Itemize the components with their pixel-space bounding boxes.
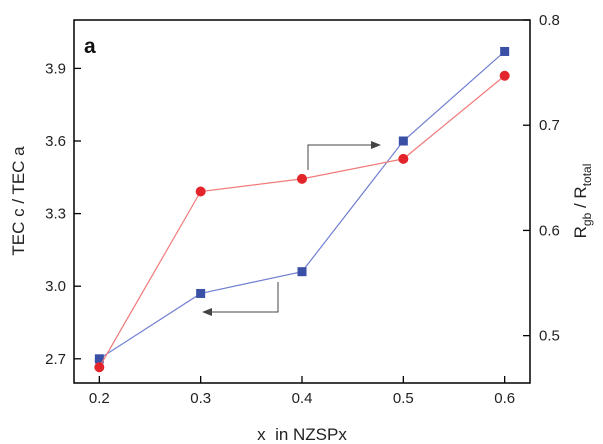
right-tick-label: 0.5	[539, 328, 560, 345]
x-tick-label: 0.3	[190, 390, 211, 407]
x-tick-label: 0.4	[292, 390, 313, 407]
x-tick-label: 0.6	[494, 390, 515, 407]
left-tick-label: 2.7	[45, 351, 66, 368]
series-layer	[94, 46, 510, 373]
circle-marker	[398, 153, 409, 164]
right-tick-label: 0.6	[539, 222, 560, 239]
circle-marker	[94, 362, 105, 373]
left-axis-title: TEC c / TEC a	[9, 146, 28, 256]
square-marker	[94, 354, 104, 364]
right-axis-pointer-arrow	[307, 141, 381, 170]
circle-marker	[195, 186, 206, 197]
left-tick-label: 3.0	[45, 278, 66, 295]
left-axis-pointer-arrow	[202, 282, 279, 316]
right-tick-label: 0.7	[539, 117, 560, 134]
right-axis-title: Rgb / Rtotal	[571, 164, 594, 239]
square-marker	[196, 288, 206, 298]
right-tick-label: 0.8	[539, 12, 560, 29]
x-axis-title: x in NZSPx	[257, 425, 347, 444]
square-marker	[297, 267, 307, 277]
left-axis-ticks: 2.7 3.0 3.3 3.6 3.9	[45, 60, 81, 368]
left-tick-label: 3.9	[45, 60, 66, 77]
plot-frame	[73, 19, 531, 384]
square-marker	[500, 46, 510, 56]
circle-marker	[499, 70, 510, 81]
x-tick-label: 0.2	[89, 390, 110, 407]
x-tick-label: 0.5	[393, 390, 414, 407]
left-tick-label: 3.6	[45, 133, 66, 150]
series-line-rgb-ratio	[98, 75, 506, 368]
circle-marker	[297, 173, 307, 184]
x-axis-ticks: 0.2 0.3 0.4 0.5 0.6	[89, 376, 515, 407]
right-axis-ticks: 0.5 0.6 0.7 0.8	[523, 12, 560, 345]
left-tick-label: 3.3	[45, 206, 66, 223]
square-marker	[398, 136, 408, 146]
panel-label: a	[84, 35, 96, 58]
series-line-tec-ratio	[99, 51, 506, 360]
